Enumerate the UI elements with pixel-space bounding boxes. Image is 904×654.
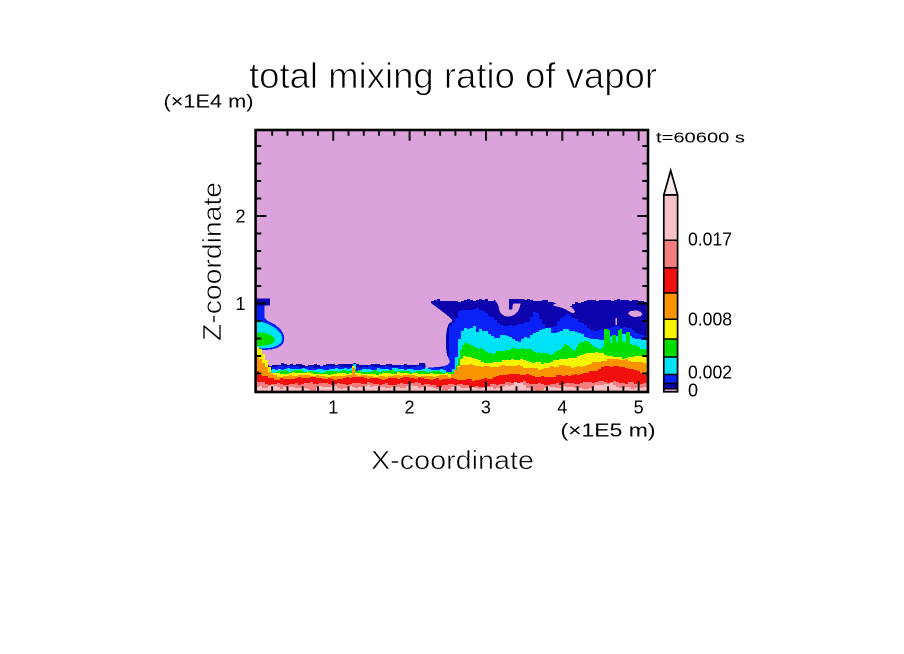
svg-text:3: 3 (481, 398, 491, 418)
svg-text:5: 5 (634, 398, 644, 418)
svg-text:0.008: 0.008 (688, 310, 732, 330)
svg-text:0: 0 (688, 381, 698, 401)
svg-text:1: 1 (328, 398, 338, 418)
svg-text:2: 2 (404, 398, 414, 418)
svg-text:2: 2 (235, 207, 245, 227)
svg-text:X-coordinate: X-coordinate (371, 445, 534, 475)
svg-text:4: 4 (557, 398, 567, 418)
svg-text:0.017: 0.017 (688, 230, 732, 250)
svg-text:Z-coordinate: Z-coordinate (197, 182, 227, 341)
svg-text:total mixing ratio of vapor: total mixing ratio of vapor (249, 55, 657, 96)
svg-text:0.002: 0.002 (688, 363, 732, 383)
svg-text:1: 1 (235, 294, 245, 314)
svg-text:(×1E5 m): (×1E5 m) (561, 421, 656, 441)
svg-text:t=60600 s: t=60600 s (656, 130, 745, 147)
svg-text:(×1E4 m): (×1E4 m) (164, 92, 254, 112)
